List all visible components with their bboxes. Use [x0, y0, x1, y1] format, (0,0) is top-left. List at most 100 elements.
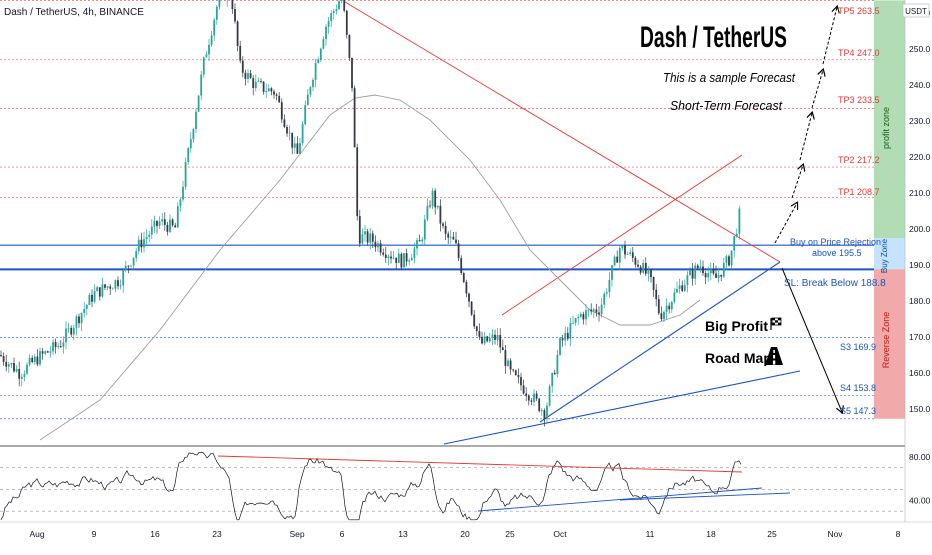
candle-body	[694, 266, 696, 279]
candle-body	[16, 369, 18, 371]
candle-body	[299, 143, 301, 154]
candle	[382, 248, 384, 256]
candle	[603, 292, 605, 309]
candle-body	[154, 221, 156, 227]
candle-body	[635, 258, 637, 265]
candle-body	[317, 59, 319, 63]
candle-body	[429, 206, 431, 207]
level-label-s5: S5 147.3	[840, 406, 876, 416]
candle	[107, 286, 109, 291]
candle-body	[55, 342, 57, 347]
candle	[31, 355, 33, 363]
candle	[551, 372, 553, 392]
candle-body	[611, 265, 613, 280]
candle-body	[44, 351, 46, 353]
candle	[24, 370, 26, 381]
candle-body	[146, 237, 148, 239]
candle-body	[515, 370, 517, 375]
candle	[273, 90, 275, 99]
candle	[570, 318, 572, 346]
candle-body	[78, 316, 80, 323]
candle	[486, 336, 488, 343]
candle	[460, 255, 462, 275]
candle-body	[328, 21, 330, 27]
level-label-tp3: TP3 233.5	[838, 95, 880, 105]
candle-body	[18, 369, 20, 379]
candle	[554, 370, 556, 375]
candle-body	[198, 96, 200, 112]
time-tick-label: 11	[646, 529, 655, 539]
candle-body	[661, 313, 663, 319]
candle	[70, 325, 72, 337]
price-tick-label: 200.0	[909, 224, 931, 234]
candle	[255, 74, 257, 91]
candle-body	[596, 309, 598, 312]
candle	[689, 267, 691, 276]
candle-body	[99, 287, 101, 296]
candle	[440, 199, 442, 231]
candle	[89, 293, 91, 305]
candle-body	[401, 254, 403, 268]
candle-body	[232, 0, 234, 9]
candle-body	[333, 11, 335, 13]
candle	[159, 216, 161, 229]
candle-body	[125, 266, 127, 270]
candle	[419, 235, 421, 242]
candle	[739, 206, 741, 240]
road-map-label: Road Map	[705, 350, 772, 366]
candle	[250, 70, 252, 79]
candle	[408, 258, 410, 265]
candle	[733, 236, 735, 258]
candle-body	[403, 253, 405, 267]
candle-body	[624, 245, 626, 254]
support-trendline	[540, 262, 780, 422]
candle-body	[68, 328, 70, 329]
candle-body	[193, 129, 195, 139]
candle	[531, 398, 533, 405]
candle	[356, 144, 358, 221]
candle-body	[362, 234, 364, 243]
big-profit-label: Big Profit	[705, 318, 768, 334]
candle-body	[525, 394, 527, 396]
candle	[720, 275, 722, 281]
profit-zone-label: profit zone	[881, 107, 891, 149]
candle	[294, 137, 296, 154]
candle	[674, 288, 676, 303]
candle-body	[653, 277, 655, 290]
candle-body	[567, 333, 569, 339]
candle-body	[505, 350, 507, 366]
level-label-tp1: TP1 208.7	[838, 187, 880, 197]
candle-body	[117, 280, 119, 286]
candle-body	[42, 351, 44, 353]
candle	[390, 251, 392, 264]
candle-body	[247, 73, 249, 79]
candle	[96, 286, 98, 292]
candle	[668, 302, 670, 313]
candle-body	[359, 216, 361, 244]
candle-body	[3, 356, 5, 362]
candle-body	[307, 95, 309, 106]
candle-body	[341, 0, 343, 1]
candle	[200, 71, 202, 100]
candle-body	[395, 258, 397, 263]
time-tick-label: Aug	[29, 529, 44, 539]
candle-body	[237, 21, 239, 45]
candle	[185, 157, 187, 190]
candle	[239, 41, 241, 63]
candle-body	[684, 285, 686, 291]
candle	[588, 308, 590, 317]
candle-body	[557, 355, 559, 374]
candle-body	[57, 346, 59, 347]
candle	[47, 351, 49, 353]
candle	[367, 229, 369, 246]
candle	[242, 56, 244, 77]
candle	[671, 301, 673, 313]
candle-body	[572, 323, 574, 324]
candle	[369, 228, 371, 249]
candle-body	[512, 370, 514, 371]
candle	[679, 279, 681, 294]
candle-body	[388, 257, 390, 258]
candle	[622, 245, 624, 251]
candle-body	[13, 363, 15, 371]
candle	[81, 312, 83, 331]
